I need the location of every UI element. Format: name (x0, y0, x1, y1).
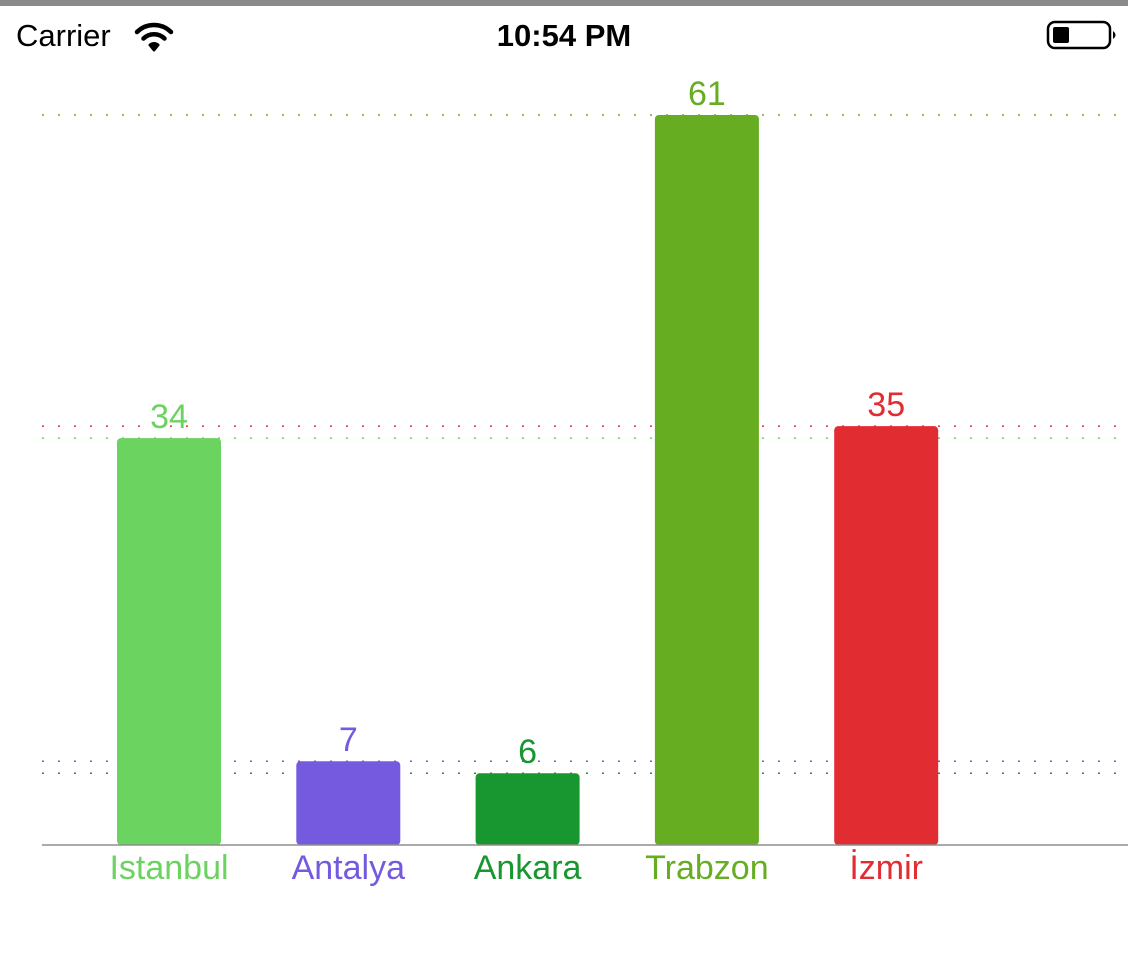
value-label-istanbul: 34 (150, 398, 188, 436)
carrier-label: Carrier (16, 18, 111, 53)
value-label-antalya: 7 (339, 721, 358, 759)
battery-icon (1046, 20, 1120, 57)
bar-istanbul (117, 438, 221, 845)
value-label-ankara: 6 (518, 733, 537, 771)
category-label-ankara: Ankara (474, 849, 582, 887)
bar-antalya (296, 761, 401, 845)
bar-izmir (834, 426, 939, 845)
window-top-border (0, 0, 1128, 6)
value-label-trabzon: 61 (688, 75, 726, 113)
wifi-icon (134, 22, 174, 57)
category-label-izmir: İzmir (849, 849, 923, 887)
category-label-antalya: Antalya (292, 849, 405, 887)
category-label-istanbul: Istanbul (109, 849, 228, 887)
status-bar: Carrier 10:54 PM (0, 6, 1128, 62)
value-label-izmir: 35 (867, 386, 905, 424)
bar-ankara (475, 773, 580, 845)
clock-time: 10:54 PM (496, 18, 632, 53)
category-label-trabzon: Trabzon (645, 849, 768, 887)
bar-trabzon (654, 115, 759, 845)
